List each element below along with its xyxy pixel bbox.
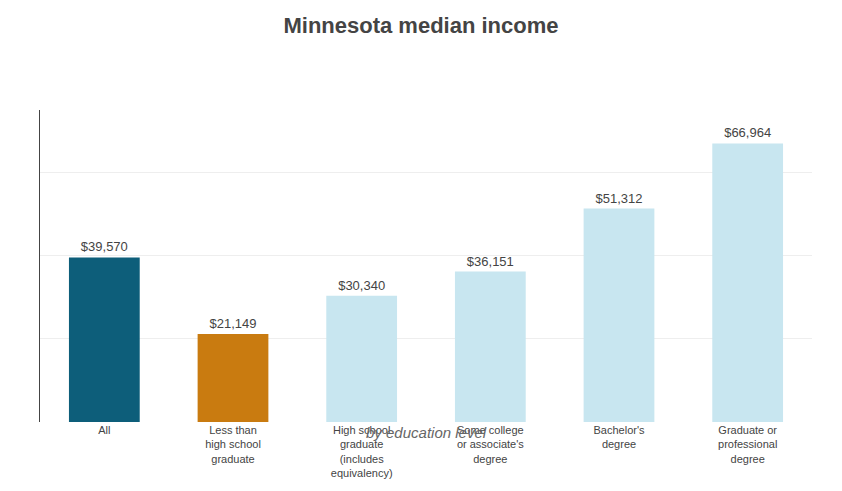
svg-text:by education level: by education level (366, 424, 487, 441)
svg-text:Minnesota median income: Minnesota median income (283, 13, 558, 38)
svg-text:$30,340: $30,340 (338, 278, 385, 293)
svg-text:$51,312: $51,312 (596, 191, 643, 206)
svg-text:$21,149: $21,149 (210, 316, 257, 331)
svg-text:High schoolgraduate(includeseq: High schoolgraduate(includesequivalency) (331, 424, 393, 479)
svg-text:Less thanhigh schoolgraduate: Less thanhigh schoolgraduate (205, 424, 261, 465)
svg-text:$39,570: $39,570 (81, 239, 128, 254)
svg-text:$66,964: $66,964 (724, 125, 771, 140)
svg-text:Graduate orprofessionaldegree: Graduate orprofessionaldegree (718, 424, 777, 465)
svg-text:$36,151: $36,151 (467, 254, 514, 269)
svg-text:Some collegeor associate'sdegr: Some collegeor associate'sdegree (457, 424, 524, 465)
svg-text:All: All (98, 424, 110, 436)
svg-text:Bachelor'sdegree: Bachelor'sdegree (593, 424, 645, 450)
